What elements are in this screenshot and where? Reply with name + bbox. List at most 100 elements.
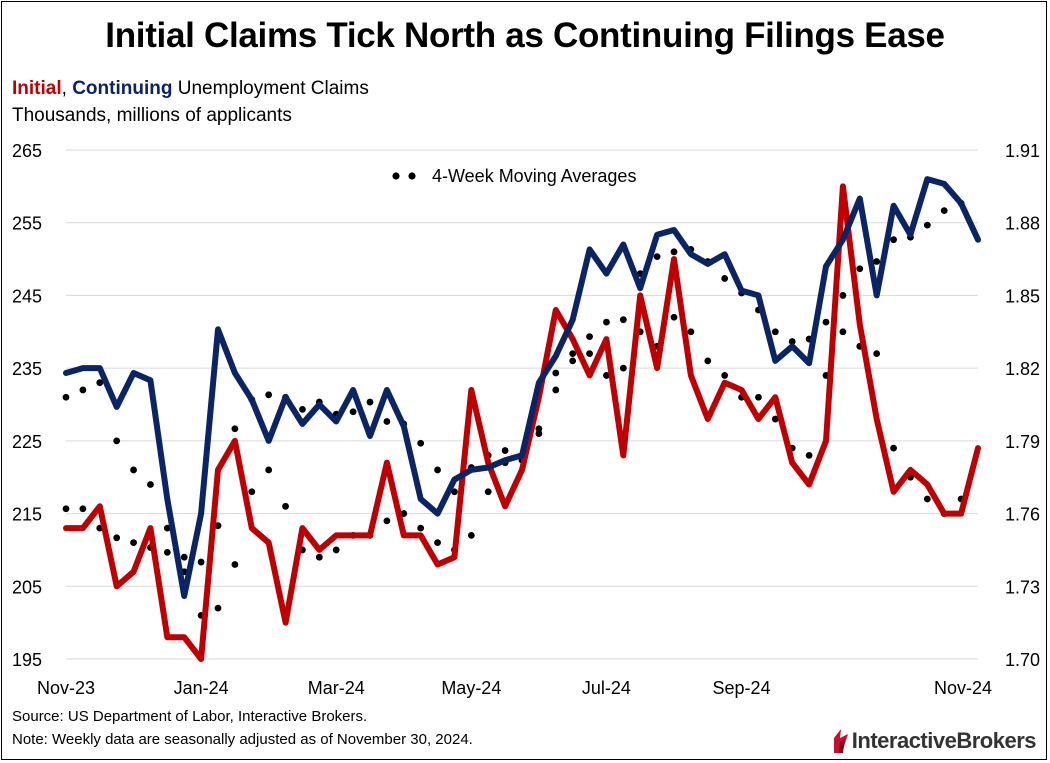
right-tick-label: 1.82 <box>1005 359 1040 379</box>
legend-label: 4-Week Moving Averages <box>432 166 636 186</box>
ma-point <box>839 328 847 336</box>
logo-brand-2: Brokers <box>956 728 1036 753</box>
x-tick-label: Jan-24 <box>174 678 229 698</box>
ma-point <box>603 372 610 379</box>
ma-point <box>451 488 458 496</box>
chart-subtitle: Initial, Continuing Unemployment Claims <box>12 78 369 100</box>
right-tick-label: 1.85 <box>1005 286 1040 306</box>
x-tick-label: Mar-24 <box>308 678 365 698</box>
ma-point <box>923 221 931 229</box>
right-tick-label: 1.79 <box>1005 432 1040 452</box>
ma-point <box>569 357 577 365</box>
ma-point <box>383 517 391 525</box>
left-tick-label: 225 <box>12 432 42 452</box>
ma-point <box>248 488 256 496</box>
ma-point <box>417 439 425 447</box>
ma-point <box>670 248 678 256</box>
ma-point <box>670 313 678 321</box>
ma-point <box>96 379 104 387</box>
ma-point <box>890 444 897 452</box>
ma-point <box>552 369 560 377</box>
left-tick-label: 245 <box>12 286 42 306</box>
interactive-brokers-logo: InteractiveBrokers <box>830 728 1036 754</box>
left-tick-label: 215 <box>12 505 42 525</box>
ma-point <box>180 553 188 561</box>
right-tick-label: 1.88 <box>1005 214 1040 234</box>
ma-point <box>282 502 289 510</box>
ma-point <box>619 316 627 324</box>
ma-point <box>771 328 779 336</box>
ma-point <box>231 561 239 568</box>
ma-point <box>62 505 70 513</box>
brokers-flame-icon <box>833 729 848 753</box>
ma-point <box>805 452 813 459</box>
x-tick-label: Sep-24 <box>713 678 771 698</box>
ma-point <box>755 393 762 401</box>
ma-point <box>569 350 577 357</box>
ma-point <box>788 338 796 345</box>
x-tick-label: Jul-24 <box>582 678 631 698</box>
ma-point <box>653 253 661 261</box>
right-tick-label: 1.76 <box>1005 505 1040 525</box>
x-tick-label: Nov-24 <box>934 678 992 698</box>
ma-point <box>349 408 357 416</box>
ma-point <box>434 539 441 547</box>
ma-point <box>856 265 864 273</box>
left-tick-label: 265 <box>12 141 42 161</box>
ma-point <box>332 546 340 554</box>
logo-brand-1: Interactive <box>851 728 957 753</box>
ma-point <box>721 372 729 379</box>
ma-point <box>79 386 87 394</box>
left-tick-label: 255 <box>12 214 42 234</box>
ma-point <box>130 466 137 474</box>
ma-point <box>197 558 205 566</box>
subtitle-initial: Initial <box>12 78 62 99</box>
ma-point <box>873 258 881 265</box>
ma-point <box>163 548 171 556</box>
ma-point <box>704 357 712 365</box>
left-tick-label: 235 <box>12 359 42 379</box>
ma-point <box>231 425 239 433</box>
continuing-claims-line <box>63 176 981 599</box>
ma-point <box>315 553 323 561</box>
ma-point <box>771 415 779 423</box>
x-tick-label: May-24 <box>441 678 501 698</box>
logo-text: InteractiveBrokers <box>851 728 1037 754</box>
ma-point <box>890 236 897 244</box>
ma-point <box>62 393 70 401</box>
ma-point <box>822 318 830 326</box>
ma-point <box>839 292 847 299</box>
chart-units: Thousands, millions of applicants <box>12 105 292 126</box>
ma-point <box>721 275 729 282</box>
ma-point <box>484 488 492 496</box>
left-tick-label: 205 <box>12 577 42 597</box>
right-tick-label: 1.91 <box>1005 141 1040 161</box>
right-tick-label: 1.70 <box>1005 650 1040 670</box>
ma-point <box>603 318 610 326</box>
right-tick-label: 1.73 <box>1005 577 1040 597</box>
ma-point <box>417 524 425 532</box>
ma-point <box>434 466 441 474</box>
ma-point <box>79 505 87 513</box>
ma-point <box>265 391 273 399</box>
legend-dot <box>392 172 400 180</box>
x-tick-label: Nov-23 <box>37 678 95 698</box>
ma-point <box>130 539 137 547</box>
ma-point <box>923 495 931 503</box>
chart-title: Initial Claims Tick North as Continuing … <box>105 16 945 55</box>
ma-point <box>113 437 121 445</box>
subtitle-rest: Unemployment Claims <box>172 78 369 99</box>
ma-point <box>873 350 881 357</box>
data-note: Note: Weekly data are seasonally adjuste… <box>12 731 473 748</box>
ma-point <box>214 604 222 612</box>
ma-point <box>552 386 560 394</box>
ma-point <box>147 481 154 488</box>
ma-point <box>299 405 306 413</box>
ma-point <box>535 430 543 437</box>
ma-point <box>467 531 475 539</box>
ma-point <box>113 534 121 542</box>
source-note: Source: US Department of Labor, Interact… <box>12 708 368 725</box>
ma-point <box>265 466 273 474</box>
subtitle-continuing: Continuing <box>72 78 173 99</box>
legend-dot <box>408 172 416 180</box>
